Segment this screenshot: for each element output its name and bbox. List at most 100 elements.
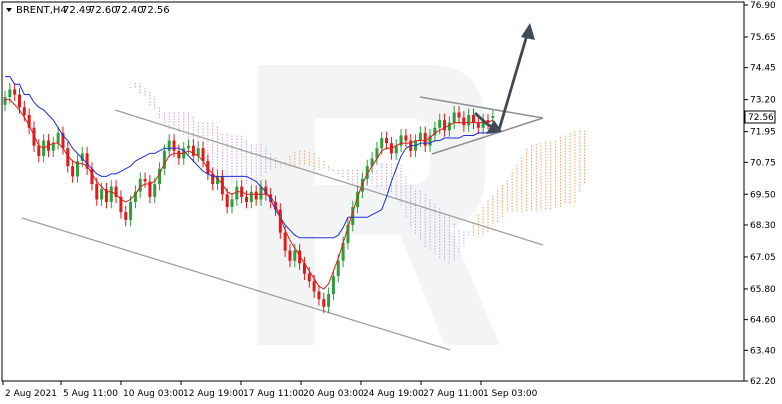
candle-body [254,191,258,200]
x-tick-label: 1 Sep 03:00 [483,389,538,399]
triangle-upper-line [419,96,544,119]
candle-body [206,161,210,174]
chart-header: BRENT,H4 72.49 72.60 72.40 72.56 [6,5,170,16]
forecast-arrows [474,23,535,134]
time-axis[interactable]: 2 Aug 2021 5 Aug 11:00 10 Aug 03:00 12 Aug … [2,381,538,399]
x-tick-label: 27 Aug 11:00 [423,389,484,399]
y-tick-label: 64.60 [750,316,776,326]
candle-body [129,201,133,220]
x-tick-label: 2 Aug 2021 [5,389,57,399]
candle-body [467,114,471,126]
candle-body [259,186,263,200]
candle-body [13,89,17,95]
channel-lower-line [21,217,451,351]
current-price-label: 72.56 [748,113,774,123]
indicator-lines [5,76,494,290]
current-price-marker: 72.56 [744,110,776,124]
candle-body [37,145,41,156]
candle-body [370,158,374,167]
candle-body [196,148,200,156]
candle-body [80,153,84,162]
candle-body [476,122,480,128]
candle-body [447,122,451,131]
candle-body [307,273,311,282]
candle-body [472,114,476,123]
candles [3,83,495,314]
candle-body [172,140,176,151]
candle-body [399,135,403,146]
candle-body [225,194,229,208]
tenkan-line [5,99,494,290]
candle-body [8,89,12,98]
candle-body [138,178,142,192]
x-tick-label: 5 Aug 11:00 [63,389,118,399]
triangle-pattern [419,96,544,155]
y-tick-label: 74.45 [750,64,776,74]
x-tick-label: 12 Aug 19:00 [183,389,244,399]
y-tick-label: 73.20 [750,96,776,106]
y-tick-label: 69.50 [750,190,776,200]
candle-body [249,191,253,202]
candle-body [298,250,302,264]
candle-body [90,168,94,185]
forecast-arrow-down-head [486,120,502,134]
candle-body [375,148,379,159]
price-axis[interactable]: 76.90 75.65 74.45 73.20 71.95 70.75 69.50 68.30… [744,1,776,387]
candle-body [433,127,437,136]
candle-body [457,112,461,118]
candle-body [317,291,321,300]
candle-body [346,224,350,243]
candle-body [27,114,31,128]
forecast-arrow-up [497,34,529,131]
candle-body [187,145,191,149]
candle-body [481,120,485,128]
candle-body [211,173,215,185]
candle-body [327,294,331,307]
candle-body [443,120,447,131]
candle-body [133,191,137,202]
candle-body [245,196,248,202]
candle-body [235,186,239,200]
candle-body [17,94,21,108]
candle-body [143,178,147,182]
candle-body [230,199,234,208]
low-value: 72.40 [115,5,144,16]
candle-body [336,260,340,277]
candle-body [119,196,123,213]
candle-body [278,209,282,233]
candle-body [486,120,490,123]
candle-body [32,127,36,146]
x-tick-label: 24 Aug 19:00 [363,389,424,399]
candle-body [385,138,389,144]
candle-body [109,186,113,202]
candle-body [331,276,335,295]
y-tick-label: 65.80 [750,285,776,295]
candle-body [302,263,306,274]
x-tick-label: 17 Aug 11:00 [243,389,304,399]
candle-body [283,232,287,251]
triangle-lower-line [431,117,544,155]
candle-body [491,116,495,118]
descending-channel [21,109,544,351]
candle-body [51,143,55,151]
close-value: 72.56 [141,5,170,16]
candle-body [269,194,273,202]
candle-body [264,186,268,195]
candle-body [438,120,442,128]
candle-body [22,107,26,115]
candle-body [322,299,326,307]
dropdown-triangle-icon [6,8,12,12]
candle-body [61,132,65,149]
candle-body [288,250,292,261]
candle-body [148,181,152,197]
y-tick-label: 70.75 [750,158,776,168]
candle-body [312,281,316,292]
candle-body [100,189,104,200]
candle-body [153,184,157,197]
candle-body [201,148,205,162]
forecast-arrow-up-head [521,23,535,40]
candle-body [216,176,220,185]
y-tick-label: 67.05 [750,253,776,263]
candle-body [3,97,7,105]
